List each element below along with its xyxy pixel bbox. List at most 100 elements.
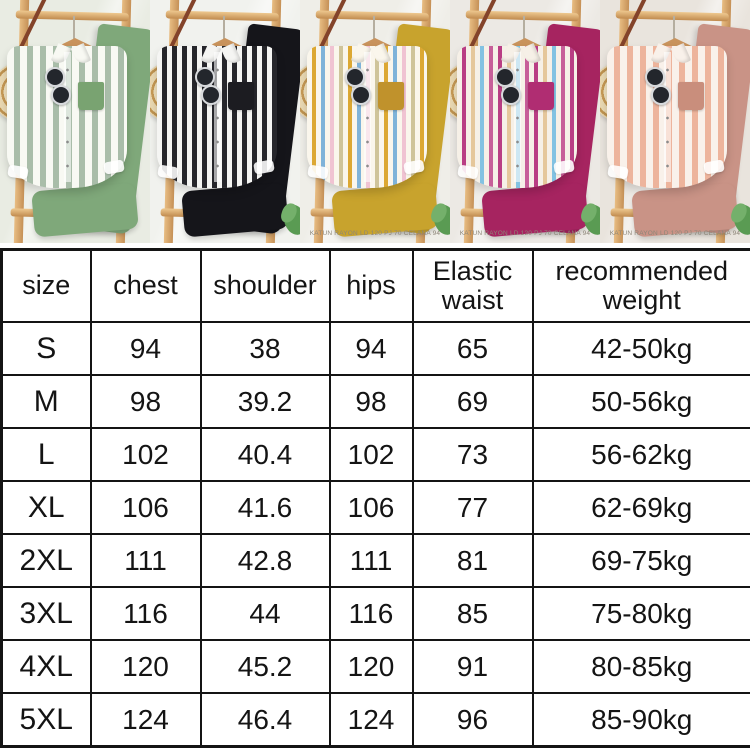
product-photo-green [0,0,150,243]
measurement-cell: 75-80kg [531,586,750,641]
size-label-cell: S [0,321,92,376]
size-label-cell: M [0,374,92,429]
column-header-hips: hips [328,248,414,323]
product-photo-yellow: KATUN RAYON LD 120 PJ 70 CELANA 94 [300,0,450,243]
measurement-cell: 39.2 [199,374,331,429]
measurement-cell: 116 [89,586,202,641]
measurement-cell: 111 [89,533,202,588]
measurement-cell: 62-69kg [531,480,750,535]
product-photo-black [150,0,300,243]
measurement-cell: 69-75kg [531,533,750,588]
size-row-s: S 94 38 94 65 42-50kg [0,321,750,376]
photo-caption-text: KATUN RAYON LD 120 PJ 70 CELANA 94 [609,230,741,237]
measurement-cell: 94 [328,321,414,376]
hanger-wire [673,16,675,40]
measurement-cell: 45.2 [199,639,331,694]
size-row-xl: XL 106 41.6 106 77 62-69kg [0,480,750,535]
size-row-2xl: 2XL 111 42.8 111 81 69-75kg [0,533,750,588]
photo-caption-text: KATUN RAYON LD 120 PJ 70 CELANA 94 [459,230,591,237]
measurement-cell: 42.8 [199,533,331,588]
measurement-cell: 98 [328,374,414,429]
size-row-m: M 98 39.2 98 69 50-56kg [0,374,750,429]
measurement-cell: 124 [89,692,202,748]
measurement-cell: 98 [89,374,202,429]
measurement-cell: 91 [411,639,534,694]
sunglasses-lens-2 [201,85,221,105]
measurement-cell: 40.4 [199,427,331,482]
measurement-cell: 106 [89,480,202,535]
hanger-wire [73,16,75,40]
size-label-cell: 2XL [0,533,92,588]
shirt-button-placket [214,52,221,182]
measurement-cell: 111 [328,533,414,588]
size-label-cell: 4XL [0,639,92,694]
shirt-chest-pocket [528,82,554,110]
measurement-cell: 124 [328,692,414,748]
measurement-cell: 85-90kg [531,692,750,748]
plant-leaf-decoration [278,199,300,235]
pants-leg [31,182,139,238]
size-label-cell: XL [0,480,92,535]
shirt-chest-pocket [78,82,104,110]
measurement-cell: 102 [89,427,202,482]
measurement-cell: 41.6 [199,480,331,535]
shirt-button-placket [364,52,371,182]
measurement-cell: 96 [411,692,534,748]
hanger-wire [373,16,375,40]
sunglasses-lens-1 [345,67,365,87]
measurement-cell: 73 [411,427,534,482]
measurement-cell: 120 [89,639,202,694]
size-label-cell: L [0,427,92,482]
size-chart-table: size chest shoulder hips Elastic waist recomm… [0,248,750,748]
measurement-cell: 69 [411,374,534,429]
measurement-cell: 65 [411,321,534,376]
size-row-3xl: 3XL 116 44 116 85 75-80kg [0,586,750,641]
measurement-cell: 106 [328,480,414,535]
pants-leg [181,182,289,238]
measurement-cell: 116 [328,586,414,641]
header-row: size chest shoulder hips Elastic waist recomm… [0,248,750,323]
photo-caption-text: KATUN RAYON LD 120 PJ 70 CELANA 94 [309,230,441,237]
product-photo-strip: KATUN RAYON LD 120 PJ 70 CELANA 94 KATUN … [0,0,750,243]
size-row-5xl: 5XL 124 46.4 124 96 85-90kg [0,692,750,748]
column-header-size: size [0,248,92,323]
shirt-chest-pocket [228,82,254,110]
measurement-cell: 102 [328,427,414,482]
column-header-recommended-weight: recommended weight [531,248,750,323]
column-header-chest: chest [89,248,202,323]
measurement-cell: 50-56kg [531,374,750,429]
table-head: size chest shoulder hips Elastic waist recomm… [0,248,750,323]
sunglasses-lens-1 [45,67,65,87]
measurement-cell: 85 [411,586,534,641]
measurement-cell: 77 [411,480,534,535]
measurement-cell: 81 [411,533,534,588]
product-photo-pink: KATUN RAYON LD 120 PJ 70 CELANA 94 [600,0,750,243]
sunglasses-lens-1 [645,67,665,87]
sunglasses-lens-2 [351,85,371,105]
size-label-cell: 3XL [0,586,92,641]
shirt-chest-pocket [378,82,404,110]
measurement-cell: 94 [89,321,202,376]
measurement-cell: 120 [328,639,414,694]
table-body: S 94 38 94 65 42-50kg M 98 39.2 98 69 50-56kg L 102 40… [0,321,750,748]
sunglasses-lens-1 [195,67,215,87]
shirt-button-placket [514,52,521,182]
shirt-button-placket [664,52,671,182]
sunglasses-lens-2 [651,85,671,105]
product-photo-magenta: KATUN RAYON LD 120 PJ 70 CELANA 94 [450,0,600,243]
hanger-wire [523,16,525,40]
column-header-elastic-waist: Elastic waist [411,248,534,323]
size-label-cell: 5XL [0,692,92,748]
sunglasses-lens-2 [501,85,521,105]
size-row-l: L 102 40.4 102 73 56-62kg [0,427,750,482]
shirt-chest-pocket [678,82,704,110]
measurement-cell: 56-62kg [531,427,750,482]
shirt-button-placket [64,52,71,182]
sunglasses-lens-1 [495,67,515,87]
size-row-4xl: 4XL 120 45.2 120 91 80-85kg [0,639,750,694]
sunglasses-lens-2 [51,85,71,105]
measurement-cell: 38 [199,321,331,376]
measurement-cell: 80-85kg [531,639,750,694]
hanger-wire [223,16,225,40]
